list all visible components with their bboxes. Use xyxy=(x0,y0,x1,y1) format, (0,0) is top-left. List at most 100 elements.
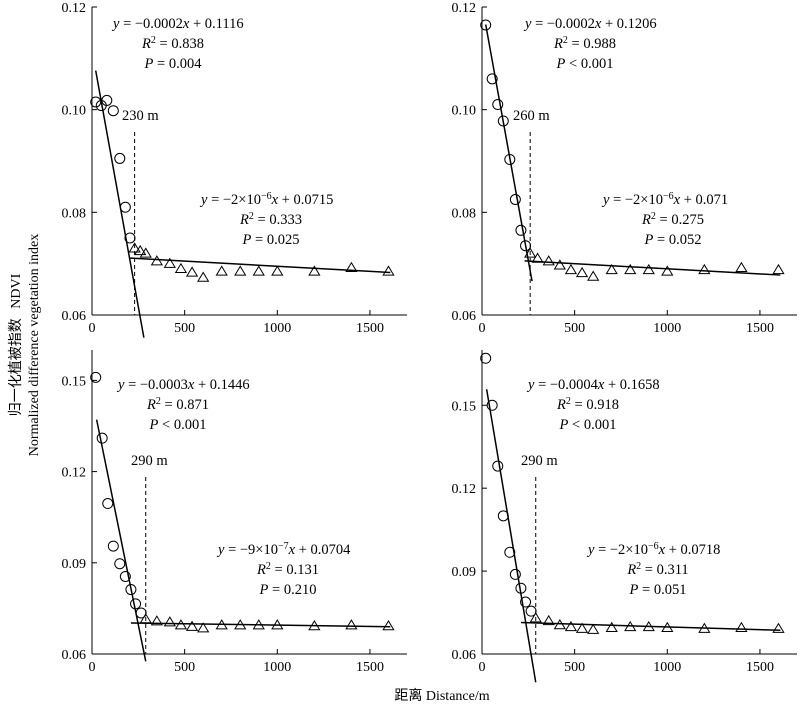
y-tick-label: 0.09 xyxy=(452,565,477,580)
far-fit-equation: y = −9×10−7x + 0.0704 xyxy=(216,541,351,559)
data-point-triangle xyxy=(174,619,188,630)
data-point-triangle xyxy=(661,621,674,632)
far-fit-p: P = 0.210 xyxy=(259,582,317,598)
x-tick-label: 0 xyxy=(89,321,96,336)
y-tick-label: 0.08 xyxy=(62,206,87,221)
near-fit-p: P < 0.001 xyxy=(149,417,207,433)
far-fit-p: P = 0.051 xyxy=(629,582,687,598)
y-tick-label: 0.06 xyxy=(452,309,477,324)
data-point-circle xyxy=(101,94,113,106)
x-tick-label: 1500 xyxy=(356,321,384,336)
near-fit-r2: R2 = 0.838 xyxy=(141,35,204,53)
data-point-circle xyxy=(509,194,521,205)
x-tick-label: 1000 xyxy=(653,321,681,336)
y-tick-label: 0.06 xyxy=(62,648,87,663)
data-point-circle xyxy=(119,570,131,582)
data-point-circle xyxy=(480,19,492,31)
y-tick-label: 0.15 xyxy=(452,399,477,414)
data-point-circle xyxy=(119,201,131,213)
near-fit-r2: R2 = 0.871 xyxy=(146,396,209,414)
data-point-triangle xyxy=(163,616,176,627)
x-tick-label: 0 xyxy=(89,660,96,675)
far-fit-r2: R2 = 0.311 xyxy=(626,561,688,579)
data-point-triangle xyxy=(698,622,711,633)
data-point-triangle xyxy=(624,263,637,275)
data-point-triangle xyxy=(271,619,284,630)
data-point-triangle xyxy=(772,622,785,633)
y-axis-title-en: Normalized difference vegetation index xyxy=(27,234,42,456)
data-point-triangle xyxy=(624,620,637,632)
x-tick-label: 1000 xyxy=(653,660,681,675)
y-tick-label: 0.12 xyxy=(452,1,477,16)
data-point-circle xyxy=(486,73,498,85)
far-fit-p: P = 0.052 xyxy=(644,232,702,248)
near-fit-p: P < 0.001 xyxy=(556,56,614,72)
data-point-circle xyxy=(114,558,126,570)
data-point-circle xyxy=(130,598,142,610)
panel-bottom-left: 0.06 0.09 0.12 0.15 0 500 1000 1500 290 m y = −0.… xyxy=(62,350,407,675)
data-point-triangle xyxy=(197,622,210,633)
far-fit-line xyxy=(524,260,781,276)
data-point-triangle xyxy=(163,257,176,268)
near-fit-r2: R2 = 0.988 xyxy=(553,35,616,53)
data-point-triangle xyxy=(542,255,555,266)
data-point-triangle xyxy=(553,619,566,630)
y-axis-title: 归一化植被指数 NDVI Normalized difference veget… xyxy=(7,234,42,456)
near-fit-line xyxy=(95,419,147,662)
data-point-triangle xyxy=(575,266,589,278)
data-point-circle xyxy=(90,371,102,383)
y-tick-label: 0.06 xyxy=(452,648,477,663)
near-fit-p: P < 0.001 xyxy=(559,417,617,433)
data-point-circle xyxy=(107,540,119,552)
x-tick-label: 1000 xyxy=(263,660,291,675)
data-point-triangle xyxy=(174,262,188,274)
data-point-triangle xyxy=(252,265,265,276)
y-tick-label: 0.10 xyxy=(62,104,87,119)
data-point-triangle xyxy=(345,619,358,630)
data-point-circle xyxy=(497,115,509,127)
data-point-triangle xyxy=(150,255,163,266)
data-point-triangle xyxy=(197,271,210,282)
data-point-circle xyxy=(135,607,147,619)
near-fit-line xyxy=(485,389,537,683)
data-point-circle xyxy=(102,498,114,510)
data-point-triangle xyxy=(698,263,711,275)
data-point-triangle xyxy=(605,263,618,275)
data-point-circle xyxy=(492,460,504,472)
data-point-circle xyxy=(525,605,537,617)
y-tick-label: 0.12 xyxy=(62,466,87,481)
data-point-triangle xyxy=(553,259,566,270)
data-point-triangle xyxy=(587,623,600,634)
x-tick-label: 0 xyxy=(479,660,486,675)
x-tick-label: 1500 xyxy=(746,660,774,675)
data-point-triangle xyxy=(139,613,152,624)
threshold-label: 290 m xyxy=(521,453,558,469)
x-tick-label: 500 xyxy=(174,321,195,336)
data-point-circle xyxy=(486,399,498,411)
data-point-triangle xyxy=(735,621,748,632)
x-tick-label: 1000 xyxy=(263,321,291,336)
data-point-circle xyxy=(124,232,136,244)
data-point-circle xyxy=(480,352,492,364)
data-point-triangle xyxy=(150,615,163,626)
near-fit-line xyxy=(484,24,533,282)
data-point-circle xyxy=(504,546,516,558)
data-point-circle xyxy=(515,224,527,236)
data-point-triangle xyxy=(772,263,785,275)
threshold-label: 290 m xyxy=(131,453,168,469)
data-point-triangle xyxy=(382,265,395,276)
data-point-circle xyxy=(497,510,509,522)
far-fit-equation: y = −2×10−6x + 0.071 xyxy=(601,191,728,209)
data-point-circle xyxy=(107,105,119,117)
y-tick-label: 0.15 xyxy=(62,374,87,389)
data-point-triangle xyxy=(661,265,674,276)
near-fit-equation: y = −0.0004x + 0.1658 xyxy=(526,377,660,393)
data-point-triangle xyxy=(215,265,228,276)
y-tick-label: 0.12 xyxy=(452,482,477,497)
data-point-triangle xyxy=(529,612,542,623)
near-fit-equation: y = −0.0002x + 0.1116 xyxy=(111,16,244,32)
svg-text:归一化植被指数 NDVI: 归一化植被指数 NDVI xyxy=(7,273,24,416)
far-fit-r2: R2 = 0.333 xyxy=(239,211,302,229)
data-point-triangle xyxy=(642,263,655,275)
data-point-triangle xyxy=(524,247,537,258)
